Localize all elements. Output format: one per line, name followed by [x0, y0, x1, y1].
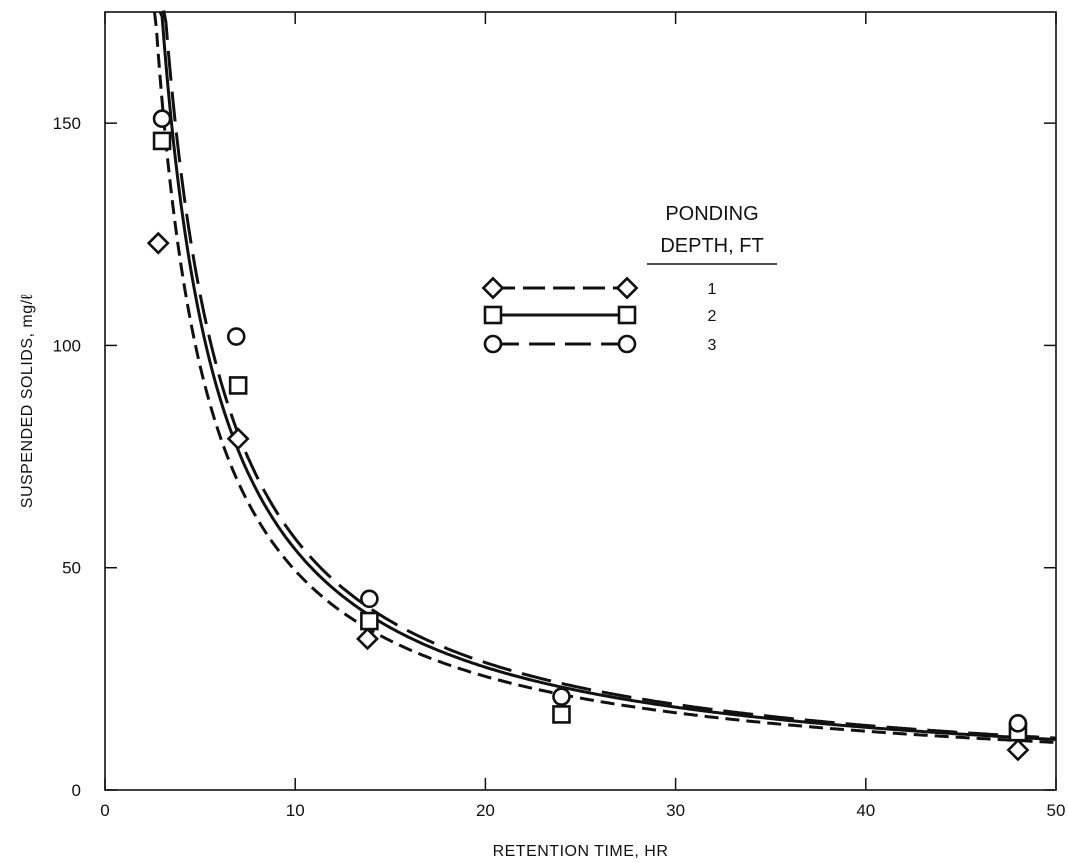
x-axis-label: RETENTION TIME, HR [493, 843, 669, 860]
x-tick-label: 50 [1047, 801, 1066, 820]
square-marker-series-2 [552, 705, 571, 724]
y-tick-label: 0 [72, 781, 81, 800]
tick-labels: 0 10 20 30 40 50 0 50 100 150 [53, 114, 1066, 820]
circle-marker-series-3 [552, 687, 571, 706]
square-marker-series-2 [360, 611, 379, 631]
legend: PONDING DEPTH, FT 1 2 3 [481, 203, 777, 354]
legend-marker-left-series-1 [481, 276, 505, 300]
y-tick-label: 50 [62, 559, 81, 578]
square-marker-series-2 [228, 376, 248, 395]
circle-marker-series-3 [152, 109, 172, 128]
diamond-marker-series-1 [146, 231, 170, 255]
data-markers [146, 109, 1030, 762]
legend-label-series-3: 3 [708, 337, 717, 354]
legend-label-series-2: 2 [708, 308, 717, 325]
circle-marker-series-3 [1008, 714, 1028, 733]
legend-items: 1 2 3 [481, 276, 717, 354]
legend-marker-right-series-3 [617, 334, 637, 354]
circle-marker-series-3 [226, 327, 246, 346]
legend-marker-left-series-2 [483, 305, 503, 325]
legend-marker-right-series-1 [615, 276, 639, 300]
plot-frame [104, 11, 1057, 791]
fitted-curves [153, 10, 1057, 744]
circle-marker-series-3 [360, 589, 379, 609]
y-axis-label: SUSPENDED SOLIDS, mg/ℓ [19, 294, 36, 508]
diamond-marker-series-1 [356, 627, 379, 651]
x-tick-label: 40 [856, 801, 875, 820]
x-tick-label: 20 [476, 801, 495, 820]
square-marker-series-2 [152, 131, 172, 151]
curve-series-2 [158, 11, 1057, 741]
curve-series-3 [162, 10, 1057, 740]
legend-title-line-1: PONDING [665, 203, 758, 225]
x-tick-label: 0 [100, 801, 109, 820]
legend-title-line-2: DEPTH, FT [660, 235, 763, 257]
x-tick-label: 10 [286, 801, 305, 820]
y-tick-label: 100 [53, 336, 81, 355]
curve-series-1 [153, 11, 1057, 744]
diamond-marker-series-1 [1006, 738, 1030, 762]
diamond-marker-series-1 [226, 427, 250, 451]
y-tick-label: 150 [53, 114, 81, 133]
legend-marker-right-series-2 [617, 305, 637, 325]
x-tick-label: 30 [666, 801, 685, 820]
legend-label-series-1: 1 [708, 281, 717, 298]
axis-ticks [104, 12, 1057, 791]
legend-marker-left-series-3 [483, 334, 503, 354]
